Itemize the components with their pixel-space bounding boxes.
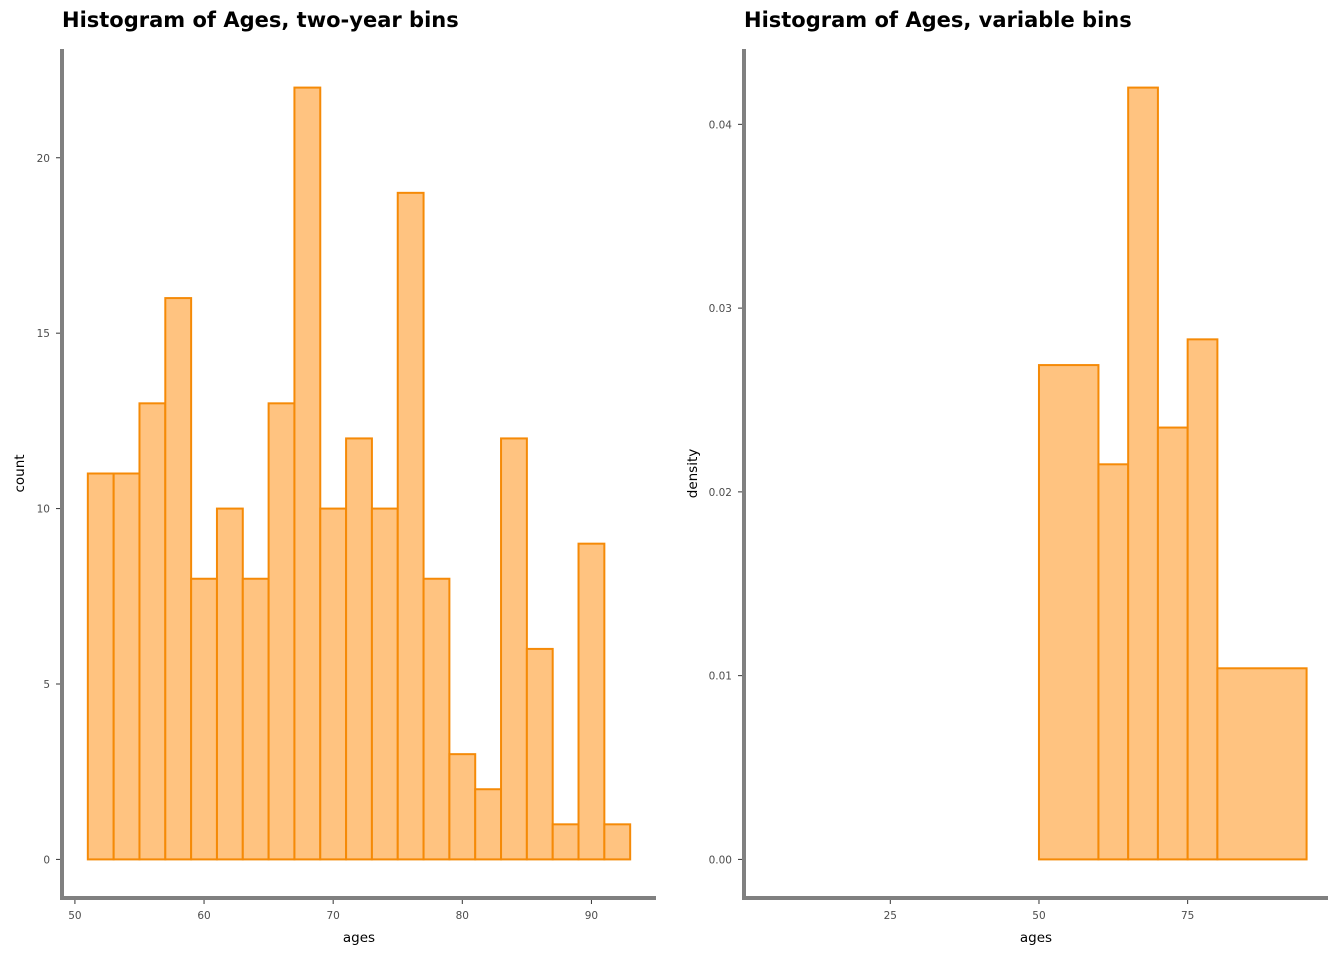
histogram-bar [138, 402, 167, 861]
y-tick-label: 0 [43, 854, 50, 866]
x-axis-title: ages [1020, 930, 1052, 946]
histogram-variable-bins: Histogram of Ages, variable bins 25 50 75 0… [672, 0, 1344, 960]
histogram-bar [293, 86, 322, 861]
histogram-two-year-bins: Histogram of Ages, two-year bins 50 60 70 8… [12, 8, 656, 946]
x-tick-label: 25 [884, 910, 897, 922]
histogram-bar [474, 788, 503, 861]
x-tick-label: 70 [326, 910, 339, 922]
histogram-bar [112, 472, 141, 861]
y-axis-title: density [685, 449, 701, 499]
histogram-bar [1186, 338, 1219, 861]
histogram-bar [422, 577, 451, 861]
histogram-bar [551, 823, 580, 861]
histogram-bar [190, 577, 218, 861]
y-tick-label: 20 [37, 153, 50, 165]
histogram-bar [396, 191, 425, 861]
histogram-bar [525, 647, 554, 861]
histogram-bar [603, 823, 632, 861]
histogram-bar [319, 507, 348, 861]
histogram-bar [1156, 426, 1189, 861]
y-tick-label: 0.00 [709, 854, 732, 866]
histogram-bar [448, 753, 477, 861]
x-tick-label: 50 [68, 910, 81, 922]
histogram-bar [1127, 86, 1159, 861]
x-axis-title: ages [343, 930, 375, 946]
y-tick-label: 0.04 [709, 119, 733, 131]
histogram-bar [1216, 667, 1308, 861]
y-tick-label: 10 [37, 504, 50, 516]
histogram-bar [1097, 463, 1130, 861]
histogram-bar [1037, 364, 1100, 861]
y-tick-label: 5 [43, 679, 50, 691]
x-tick-label: 60 [197, 910, 210, 922]
y-tick-label: 0.03 [709, 303, 732, 315]
histogram-bar [215, 507, 244, 861]
histogram-bar [345, 437, 373, 861]
y-tick-label: 15 [37, 328, 50, 340]
y-tick-label: 0.01 [709, 671, 732, 683]
chart-title: Histogram of Ages, two-year bins [62, 8, 459, 32]
x-tick-label: 90 [585, 910, 598, 922]
histogram-bar [370, 507, 399, 861]
histogram-bar [86, 472, 115, 861]
y-tick-label: 0.02 [709, 487, 732, 499]
histogram-bar [577, 542, 606, 861]
x-tick-label: 50 [1032, 910, 1045, 922]
x-tick-label: 80 [456, 910, 469, 922]
histogram-bar [500, 437, 528, 861]
chart-title: Histogram of Ages, variable bins [744, 8, 1132, 32]
x-tick-label: 75 [1181, 910, 1194, 922]
histogram-bar [241, 577, 270, 861]
histogram-bar [164, 297, 193, 861]
histogram-bar [267, 402, 296, 861]
chart-plot-area: 50 60 70 80 90 0 5 10 15 20 ages count [12, 49, 656, 946]
chart-plot-area: 25 50 75 0.00 0.01 0.02 0.03 0.04 ages density [685, 49, 1328, 946]
y-axis-title: count [12, 454, 28, 492]
